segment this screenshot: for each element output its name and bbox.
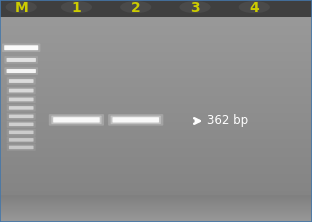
FancyBboxPatch shape bbox=[7, 77, 36, 85]
FancyBboxPatch shape bbox=[7, 136, 36, 143]
Text: 2: 2 bbox=[131, 1, 141, 15]
FancyBboxPatch shape bbox=[108, 114, 163, 126]
FancyBboxPatch shape bbox=[7, 96, 36, 103]
Ellipse shape bbox=[61, 1, 92, 13]
FancyBboxPatch shape bbox=[9, 79, 34, 83]
FancyBboxPatch shape bbox=[53, 117, 100, 123]
FancyBboxPatch shape bbox=[9, 123, 34, 126]
Text: 4: 4 bbox=[249, 1, 259, 15]
FancyBboxPatch shape bbox=[49, 114, 104, 126]
FancyBboxPatch shape bbox=[9, 115, 34, 118]
FancyBboxPatch shape bbox=[9, 131, 34, 134]
FancyBboxPatch shape bbox=[7, 104, 36, 111]
FancyBboxPatch shape bbox=[7, 69, 36, 73]
Text: M: M bbox=[14, 1, 28, 15]
Ellipse shape bbox=[6, 1, 37, 13]
FancyBboxPatch shape bbox=[7, 87, 36, 94]
FancyBboxPatch shape bbox=[110, 116, 161, 124]
Text: 362 bp: 362 bp bbox=[207, 115, 249, 127]
Ellipse shape bbox=[179, 1, 211, 13]
Text: 3: 3 bbox=[190, 1, 200, 15]
FancyBboxPatch shape bbox=[7, 58, 36, 62]
FancyBboxPatch shape bbox=[2, 44, 41, 52]
FancyBboxPatch shape bbox=[9, 138, 34, 142]
Ellipse shape bbox=[120, 1, 151, 13]
FancyBboxPatch shape bbox=[4, 45, 38, 50]
FancyBboxPatch shape bbox=[9, 89, 34, 92]
FancyBboxPatch shape bbox=[9, 146, 34, 149]
FancyBboxPatch shape bbox=[9, 97, 34, 101]
FancyBboxPatch shape bbox=[9, 106, 34, 110]
FancyBboxPatch shape bbox=[7, 144, 36, 151]
FancyBboxPatch shape bbox=[112, 117, 159, 123]
FancyBboxPatch shape bbox=[51, 116, 101, 124]
FancyBboxPatch shape bbox=[7, 113, 36, 120]
FancyBboxPatch shape bbox=[4, 56, 38, 64]
FancyBboxPatch shape bbox=[4, 67, 38, 75]
Ellipse shape bbox=[239, 1, 270, 13]
FancyBboxPatch shape bbox=[7, 129, 36, 136]
FancyBboxPatch shape bbox=[7, 121, 36, 128]
Text: 1: 1 bbox=[71, 1, 81, 15]
